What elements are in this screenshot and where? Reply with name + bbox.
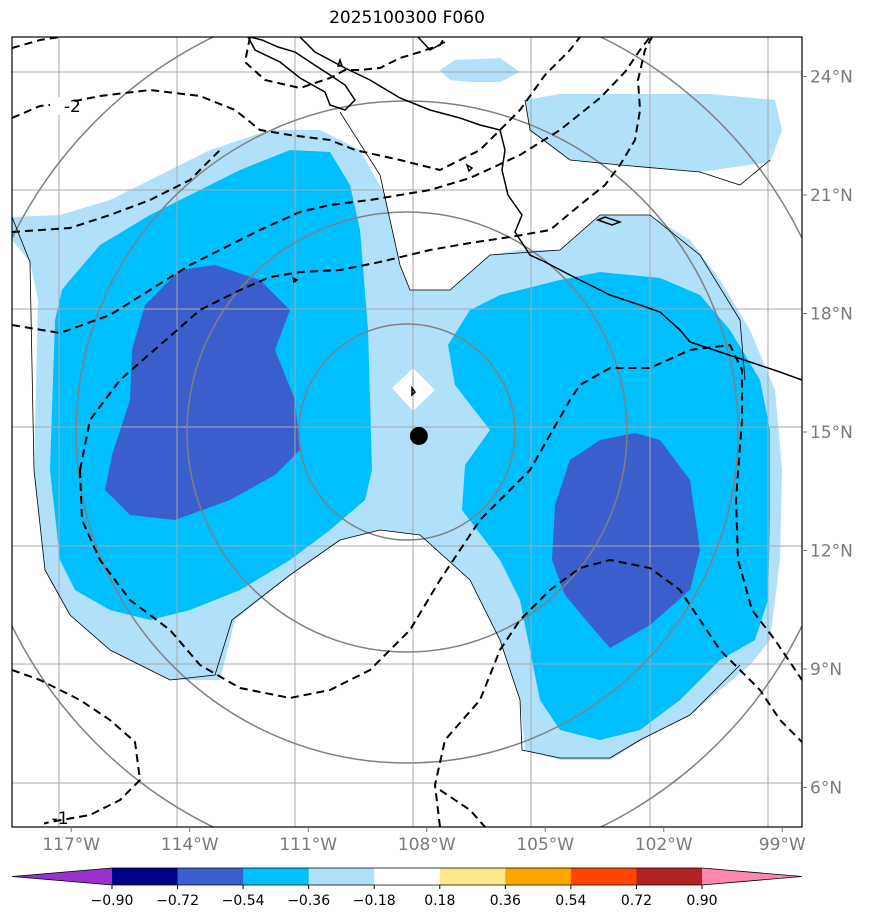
colorbar-tick-label: −0.18 [353, 893, 396, 909]
colorbar-extend-low [12, 868, 112, 885]
contour-label-minus-1: -1 [52, 809, 69, 829]
lat-tick-label: 18°N [810, 305, 853, 325]
lon-tick-label: 111°W [279, 835, 337, 855]
colorbar-tick-label: 0.36 [490, 893, 521, 909]
colorbar-swatch [308, 868, 375, 885]
colorbar-tick-label: 0.54 [555, 893, 586, 909]
colorbar-swatch [112, 868, 179, 885]
contour-label-minus-2: -2 [64, 97, 81, 117]
colorbar-swatch [570, 868, 637, 885]
lon-tick-label: 105°W [516, 835, 574, 855]
map-title: 2025100300 F060 [329, 8, 485, 28]
colorbar-swatch [243, 868, 310, 885]
colorbar: −0.90 −0.72 −0.54 −0.36 −0.18 0.18 0.36 0.54 0.7… [11, 867, 803, 909]
colorbar-tick-label: −0.90 [91, 893, 134, 909]
lat-tick-label: 6°N [810, 779, 842, 799]
lat-tick-label: 15°N [810, 423, 853, 443]
graticule [12, 37, 802, 827]
colorbar-tick-label: 0.72 [621, 893, 652, 909]
range-rings [12, 37, 802, 827]
lon-tick-label: 114°W [161, 835, 219, 855]
lon-tick-label: 108°W [398, 835, 456, 855]
lon-tick-label: 117°W [42, 835, 100, 855]
latitude-labels: 24°N 21°N 18°N 15°N 12°N 9°N 6°N [802, 68, 853, 799]
colorbar-swatch [374, 868, 441, 885]
colorbar-tick-label: 0.18 [424, 893, 455, 909]
lat-tick-label: 24°N [810, 68, 853, 88]
colorbar-tick-label: −0.54 [222, 893, 265, 909]
colorbar-tick-label: 0.90 [686, 893, 717, 909]
colorbar-swatch [439, 868, 506, 885]
colorbar-swatch [505, 868, 572, 885]
lat-tick-label: 21°N [810, 186, 853, 206]
colorbar-tick-label: −0.72 [156, 893, 199, 909]
anomaly-fill-dark [105, 265, 700, 648]
colorbar-swatch [636, 868, 703, 885]
dashed-contours [12, 37, 802, 827]
colorbar-extend-high [702, 868, 802, 885]
lat-tick-label: 12°N [810, 542, 853, 562]
lon-tick-label: 99°W [759, 835, 806, 855]
colorbar-tick-label: −0.36 [287, 893, 330, 909]
storm-center-marker [409, 426, 428, 445]
colorbar-swatch [177, 868, 244, 885]
longitude-labels: 117°W 114°W 111°W 108°W 105°W 102°W 99°W [42, 827, 806, 855]
contour-labels: -2 -1 [22, 97, 81, 829]
lat-tick-label: 9°N [810, 660, 842, 680]
lon-tick-label: 102°W [635, 835, 693, 855]
